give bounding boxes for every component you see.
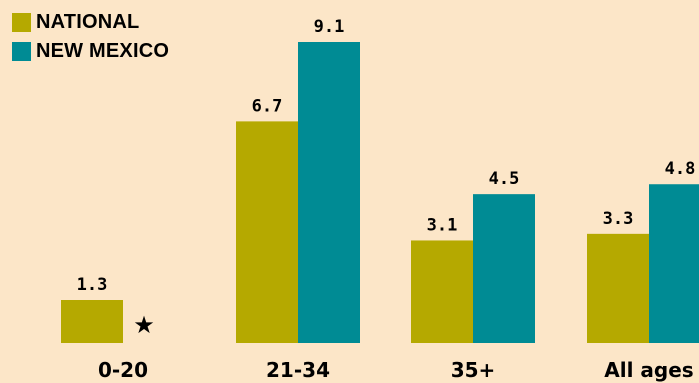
- legend-swatch-national: [12, 13, 31, 32]
- value-label-new-mexico-2: 4.5: [489, 169, 520, 189]
- bar-new-mexico-3: [649, 184, 699, 343]
- legend-label-new-mexico: NEW MEXICO: [36, 40, 170, 62]
- missing-data-star-icon: ★: [133, 311, 155, 339]
- x-tick-label-3: All ages: [604, 358, 693, 382]
- bar-national-1: [236, 121, 298, 343]
- legend-label-national: NATIONAL: [36, 11, 140, 33]
- value-label-new-mexico-1: 9.1: [314, 17, 345, 37]
- value-label-national-1: 6.7: [252, 96, 283, 116]
- bar-national-2: [411, 240, 473, 343]
- x-tick-label-2: 35+: [451, 358, 496, 382]
- bar-national-3: [587, 233, 649, 343]
- legend-item-new-mexico: NEW MEXICO: [12, 37, 169, 66]
- value-label-national-2: 3.1: [427, 215, 458, 235]
- x-tick-label-0: 0-20: [98, 358, 148, 382]
- legend-swatch-new-mexico: [12, 42, 31, 61]
- bar-national-0: [61, 300, 123, 343]
- value-label-national-0: 1.3: [77, 275, 108, 295]
- value-label-new-mexico-3: 4.8: [665, 159, 696, 179]
- x-tick-label-1: 21-34: [266, 358, 330, 382]
- legend-item-national: NATIONAL: [12, 8, 169, 37]
- bar-new-mexico-1: [298, 42, 360, 343]
- bar-new-mexico-2: [473, 194, 535, 343]
- legend: NATIONAL NEW MEXICO: [12, 8, 169, 66]
- value-label-national-3: 3.3: [603, 209, 634, 229]
